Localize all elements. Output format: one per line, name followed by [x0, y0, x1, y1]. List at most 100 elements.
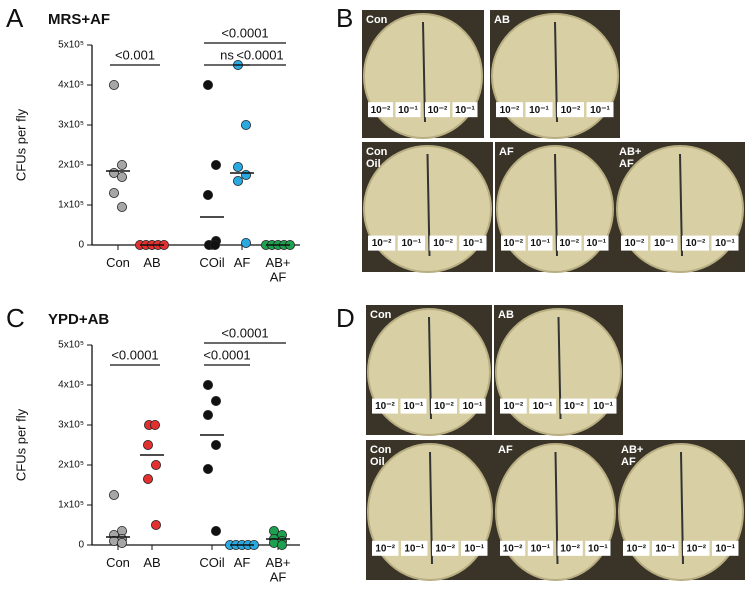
dilution-box	[431, 398, 457, 414]
x-tick-label: COil	[199, 255, 224, 270]
dilution-box	[557, 235, 582, 251]
dilution-label: 10⁻¹	[404, 401, 424, 412]
dilution-box	[652, 540, 679, 556]
plate-label: AF	[499, 146, 514, 158]
x-tick-label: AB+ AF	[266, 255, 291, 284]
data-dot	[202, 189, 213, 200]
plate-label: Con Oil	[366, 146, 388, 170]
plate-divider	[429, 451, 433, 565]
dilution-box	[501, 235, 526, 251]
dilution-box	[500, 398, 527, 414]
panel-letter: A	[6, 3, 24, 33]
comparison-label: <0.001	[115, 47, 155, 62]
chart-title: YPD+AB	[48, 311, 109, 328]
x-tick-label: AF	[234, 555, 251, 570]
plate-divider	[428, 316, 432, 420]
y-tick-label: 4x10⁵	[58, 380, 84, 391]
comparison-label: <0.0001	[236, 47, 283, 62]
dilution-box	[452, 102, 478, 118]
data-dot	[240, 120, 251, 131]
dilution-box	[496, 102, 523, 118]
dilution-box	[372, 398, 398, 414]
dilution-label: 10⁻¹	[463, 238, 483, 249]
dilution-box	[683, 540, 710, 556]
data-dot	[117, 538, 128, 549]
y-tick-label: 2x10⁵	[58, 160, 84, 171]
dilution-label: 10⁻¹	[404, 543, 424, 554]
dilution-box	[368, 102, 393, 118]
dilution-label: 10⁻¹	[655, 543, 675, 554]
data-dot	[142, 473, 153, 484]
comparison-label: <0.0001	[203, 347, 250, 362]
dilution-box	[682, 235, 709, 251]
dilution-box	[500, 540, 526, 556]
plate-divider	[554, 451, 559, 565]
dilution-box	[586, 102, 614, 118]
dilution-label: 10⁻²	[625, 238, 645, 249]
dilution-box	[459, 398, 486, 414]
y-tick-label: 0	[78, 540, 84, 551]
data-dot	[232, 175, 243, 186]
x-tick-label: AB	[143, 255, 160, 270]
dilution-label: 10⁻²	[559, 238, 579, 249]
y-axis-label: CFUs per fly	[13, 108, 28, 181]
dilution-label: 10⁻¹	[464, 543, 484, 554]
dilution-box	[585, 540, 611, 556]
dilution-box	[429, 235, 457, 251]
dilution-label: 10⁻²	[503, 543, 523, 554]
data-dot	[202, 379, 213, 390]
data-dot	[210, 395, 221, 406]
data-dot	[117, 201, 128, 212]
dilution-box	[395, 102, 421, 118]
y-axis-label: CFUs per fly	[13, 408, 28, 481]
dilution-label: 10⁻¹	[398, 105, 418, 116]
plate-divider	[554, 21, 558, 123]
dilution-label: 10⁻¹	[654, 238, 674, 249]
dilution-label: 10⁻²	[435, 543, 455, 554]
x-tick-label: AB	[143, 555, 160, 570]
data-dot	[109, 187, 120, 198]
dilution-label: 10⁻¹	[586, 238, 606, 249]
x-tick-label: Con	[106, 255, 130, 270]
dilution-box	[528, 235, 553, 251]
panel-letter: C	[6, 303, 25, 333]
plate-divider	[422, 21, 426, 123]
data-dot	[202, 463, 213, 474]
chart-title: MRS+AF	[48, 11, 110, 28]
comparison-label: <0.0001	[111, 347, 158, 362]
y-tick-label: 1x10⁵	[58, 500, 84, 511]
dilution-box	[425, 102, 450, 118]
dilution-box	[432, 540, 459, 556]
y-tick-label: 3x10⁵	[58, 420, 84, 431]
dilution-label: 10⁻²	[564, 401, 584, 412]
plate-label: AB	[498, 309, 514, 321]
dilution-box	[461, 540, 488, 556]
x-tick-label: AF	[234, 255, 251, 270]
data-dot	[240, 237, 251, 248]
plate-divider	[426, 153, 431, 257]
dilution-box	[372, 540, 399, 556]
dilution-label: 10⁻¹	[715, 238, 735, 249]
comparison-label: ns	[220, 47, 234, 62]
panel-letter: D	[336, 303, 355, 333]
dilution-box	[527, 540, 553, 556]
panel-letter: B	[336, 3, 353, 33]
dilution-label: 10⁻¹	[529, 105, 549, 116]
dilution-label: 10⁻²	[371, 105, 391, 116]
dilution-label: 10⁻²	[375, 543, 395, 554]
plate-label: Con Oil	[370, 444, 392, 468]
plate-divider	[679, 153, 683, 257]
dilution-label: 10⁻¹	[455, 105, 475, 116]
plate-label: AF	[498, 444, 513, 456]
data-dot	[202, 409, 213, 420]
dilution-label: 10⁻¹	[402, 238, 422, 249]
plate-divider	[554, 153, 558, 257]
dilution-label: 10⁻²	[500, 105, 520, 116]
x-tick-label: AB+ AF	[266, 555, 291, 584]
dilution-box	[584, 235, 609, 251]
dilution-box	[525, 102, 553, 118]
y-tick-label: 3x10⁵	[58, 120, 84, 131]
dilution-label: 10⁻¹	[531, 543, 551, 554]
data-dot	[210, 526, 221, 537]
